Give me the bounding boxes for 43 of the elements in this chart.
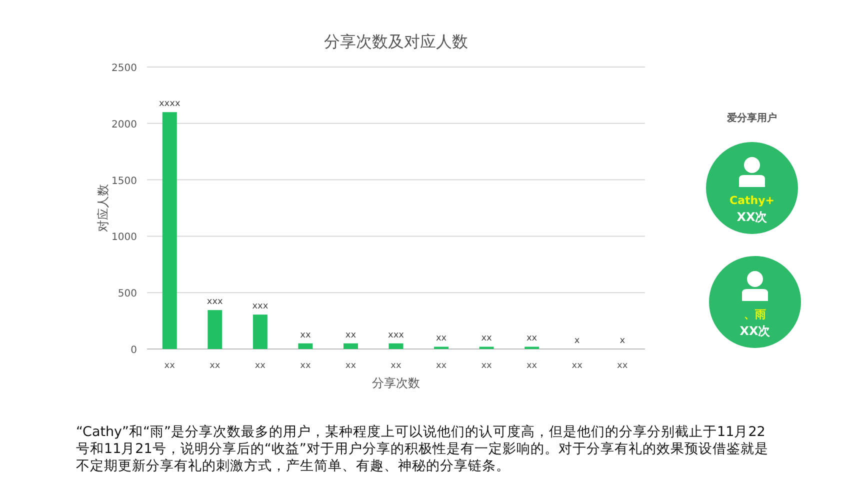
y-tick-label: 2000 — [112, 119, 137, 130]
data-label: xx — [436, 334, 448, 344]
y-tick-label: 500 — [118, 288, 137, 300]
bar — [298, 343, 313, 349]
data-label: xxx — [252, 302, 269, 312]
x-tick-label: xx — [572, 361, 584, 371]
x-tick-label: xx — [390, 361, 402, 371]
data-label: xx — [481, 334, 493, 344]
x-tick-label: xx — [481, 361, 493, 371]
x-axis-title: 分享次数 — [372, 376, 420, 390]
bar — [208, 310, 222, 349]
chart-title: 分享次数及对应人数 — [324, 32, 468, 51]
y-tick-label: 1500 — [112, 176, 137, 187]
data-label: xxxx — [158, 99, 181, 110]
text: 爱分享用户 — [726, 112, 777, 124]
text: XX次 — [740, 324, 772, 338]
data-label: xxx — [388, 330, 405, 340]
text: Cathy+ — [730, 194, 774, 207]
x-tick-label: xx — [526, 361, 538, 371]
bar — [343, 343, 358, 349]
y-axis-title: 对应人数 — [96, 184, 110, 232]
text: XX次 — [736, 210, 768, 224]
data-label: xx — [345, 330, 357, 340]
x-tick-label: xx — [210, 361, 221, 371]
data-label: xx — [300, 330, 312, 340]
text: “Cathy”和“雨”是分享次数最多的用户，某种程度上可以说他们的认可度高，但是他们的分享分别截止于11月22号和11月21号，说明分享后的“收益”对于用户分享的积极性是有一定影响的。对于分享有礼的效果预设借鉴就是不定期更新分享有礼的刺激方式，产生简单、有趣、神秘的分享链条。 — [76, 424, 770, 475]
data-label: x — [620, 336, 626, 346]
y-tick-label: 2500 — [112, 63, 137, 74]
x-tick-label: xx — [436, 361, 448, 371]
x-tick-label: xx — [617, 361, 628, 371]
bar — [388, 343, 404, 349]
bar — [252, 314, 268, 349]
x-tick-label: xx — [164, 361, 176, 371]
data-label: xx — [526, 334, 538, 344]
x-tick-label: xx — [345, 361, 357, 371]
y-tick-label: 0 — [130, 345, 137, 356]
data-label: xxx — [206, 297, 224, 308]
data-label: x — [574, 336, 580, 346]
bar — [162, 112, 177, 349]
text: 、雨 — [744, 308, 766, 321]
x-tick-label: xx — [300, 361, 312, 371]
x-tick-label: xx — [254, 361, 266, 371]
y-tick-label: 1000 — [112, 232, 137, 244]
